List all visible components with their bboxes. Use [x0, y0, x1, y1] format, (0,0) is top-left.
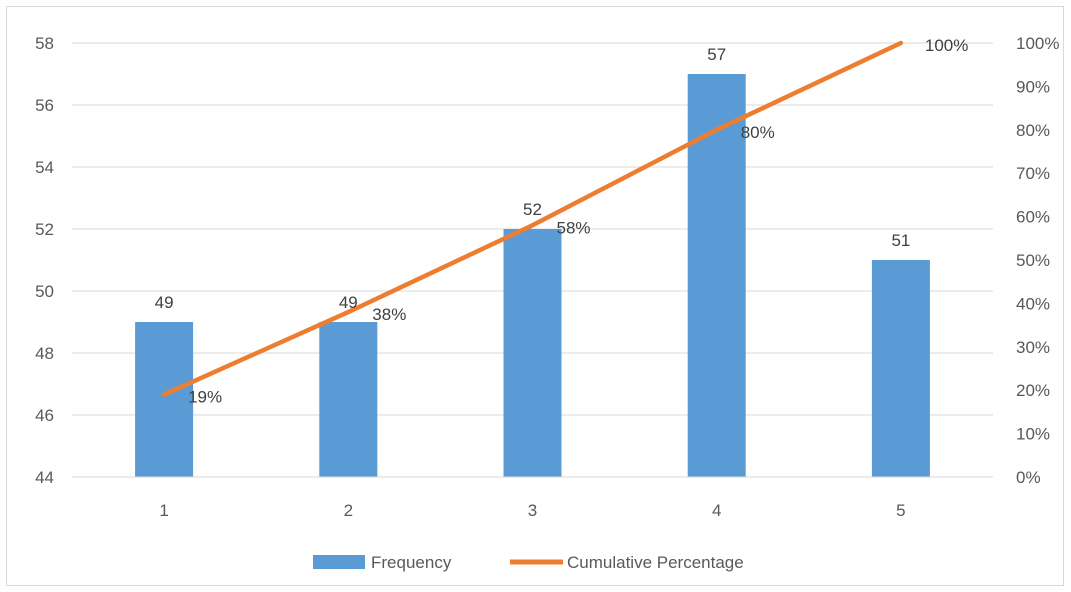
x-tick-label: 5 [896, 501, 905, 520]
axes: 44464850525456580%10%20%30%40%50%60%70%8… [35, 34, 1059, 520]
y-tick-label: 56 [35, 96, 54, 115]
legend-swatch-frequency [313, 555, 365, 569]
y2-tick-label: 80% [1016, 121, 1050, 140]
bar-frequency [319, 322, 378, 477]
x-tick-label: 1 [159, 501, 168, 520]
y-tick-label: 48 [35, 344, 54, 363]
y-tick-label: 52 [35, 220, 54, 239]
legend-label-frequency: Frequency [371, 553, 452, 572]
line-data-label: 19% [188, 388, 222, 407]
y2-tick-label: 10% [1016, 425, 1050, 444]
x-tick-label: 4 [712, 501, 721, 520]
y2-tick-label: 90% [1016, 77, 1050, 96]
bar-frequency [503, 229, 562, 477]
y-tick-label: 50 [35, 282, 54, 301]
bar-data-label: 57 [707, 45, 726, 64]
line-data-label: 58% [557, 218, 591, 237]
y2-tick-label: 100% [1016, 34, 1059, 53]
line-data-label: 38% [372, 305, 406, 324]
bar-frequency [871, 260, 930, 477]
y2-tick-label: 30% [1016, 338, 1050, 357]
y-tick-label: 54 [35, 158, 54, 177]
data-labels: 49 49 52 57 51 19% 38% 58% 80% 100% [155, 36, 969, 407]
y2-tick-label: 60% [1016, 208, 1050, 227]
y-tick-label: 46 [35, 406, 54, 425]
bar-data-label: 51 [891, 231, 910, 250]
cumulative-line [161, 40, 904, 397]
y-tick-label: 44 [35, 468, 54, 487]
line-cumulative-percentage [161, 40, 904, 397]
y2-tick-label: 40% [1016, 294, 1050, 313]
line-data-label: 100% [925, 36, 968, 55]
x-tick-label: 2 [344, 501, 353, 520]
bar-data-label: 49 [155, 293, 174, 312]
frequency-bars [135, 74, 930, 477]
y2-tick-label: 70% [1016, 164, 1050, 183]
y-tick-label: 58 [35, 34, 54, 53]
y2-tick-label: 0% [1016, 468, 1041, 487]
x-tick-label: 3 [528, 501, 537, 520]
bar-frequency [687, 74, 746, 477]
bar-data-label: 49 [339, 293, 358, 312]
line-data-label: 80% [741, 123, 775, 142]
legend: Frequency Cumulative Percentage [313, 553, 744, 572]
legend-label-cumulative: Cumulative Percentage [567, 553, 744, 572]
y2-tick-label: 20% [1016, 381, 1050, 400]
y2-tick-label: 50% [1016, 251, 1050, 270]
bar-frequency [135, 322, 194, 477]
gridlines [72, 42, 993, 416]
bar-data-label: 52 [523, 200, 542, 219]
